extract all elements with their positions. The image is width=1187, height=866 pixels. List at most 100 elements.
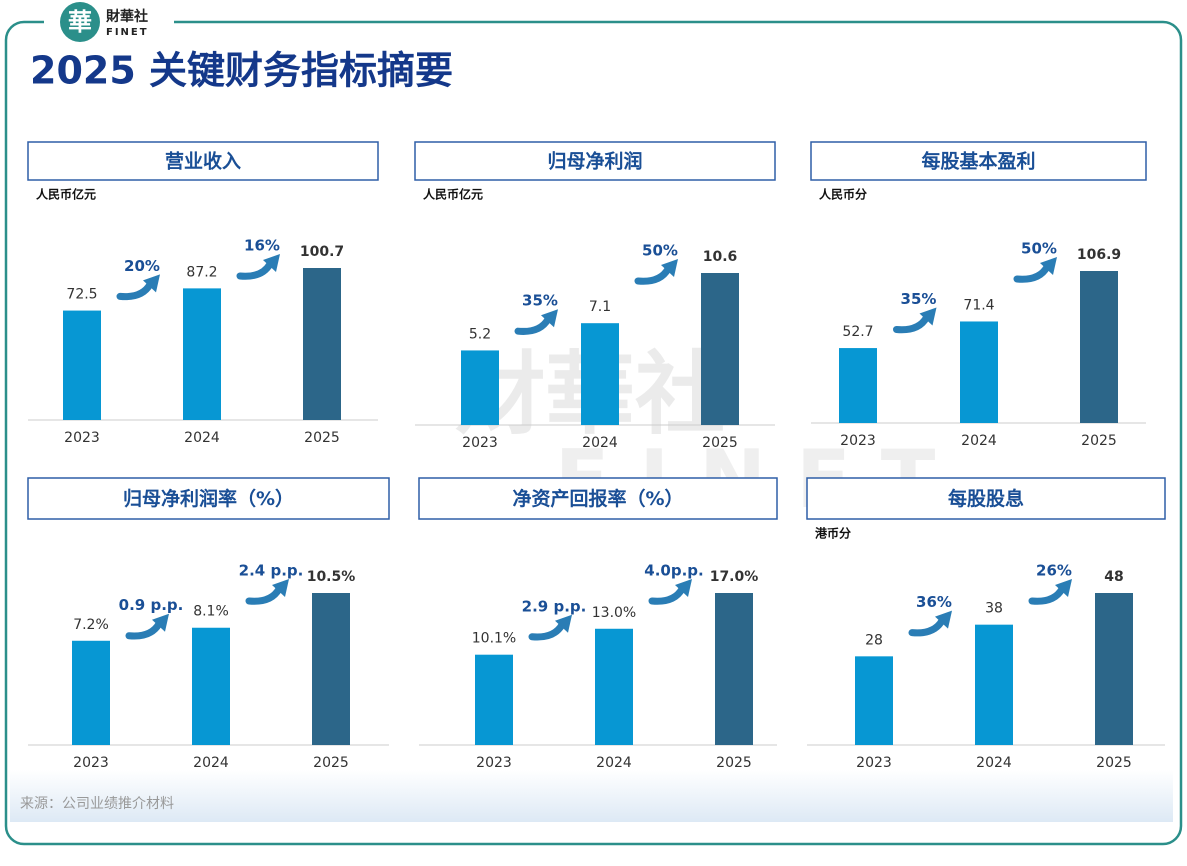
growth-arrow-head: [1055, 579, 1072, 597]
x-tick-label: 2023: [64, 430, 100, 446]
panel-title-box: [414, 141, 776, 181]
growth-arrow-head: [661, 259, 678, 277]
panel-title-box: [27, 141, 379, 181]
growth-label: 35%: [901, 290, 937, 308]
x-tick-label: 2024: [582, 435, 618, 451]
panel-title: 归母净利润: [547, 150, 642, 173]
bar: [475, 654, 513, 745]
x-tick-label: 2025: [716, 755, 752, 771]
bar: [72, 640, 110, 745]
panel-title: 每股基本盈利: [921, 150, 1035, 173]
unit: 人民币分: [819, 187, 867, 202]
value-label: 71.4: [963, 297, 994, 313]
panel-title-box: [810, 141, 1147, 181]
unit: 人民币亿元: [423, 187, 483, 202]
bar: [192, 627, 230, 745]
x-tick-label: 2024: [596, 755, 632, 771]
value-label: 38: [985, 601, 1003, 617]
value-label: 106.9: [1077, 247, 1121, 263]
value-label: 13.0%: [592, 605, 636, 621]
growth-arrow-head: [1040, 257, 1057, 275]
growth-arrow: [514, 315, 552, 335]
x-tick-label: 2025: [1081, 433, 1117, 449]
value-label: 7.2%: [73, 617, 109, 633]
growth-arrow-head: [555, 614, 572, 633]
growth-arrow: [528, 621, 566, 641]
bar: [1095, 593, 1133, 745]
growth-arrow-head: [272, 579, 289, 597]
growth-arrow-head: [143, 274, 160, 293]
growth-arrow-head: [675, 579, 692, 597]
bar: [303, 268, 341, 420]
panel-title-box: [806, 477, 1166, 520]
unit: 港币分: [815, 526, 851, 541]
value-label: 5.2: [469, 326, 491, 342]
bar: [63, 310, 101, 420]
x-tick-label: 2023: [476, 755, 512, 771]
x-tick-label: 2024: [193, 755, 229, 771]
value-label: 100.7: [300, 244, 344, 260]
bar: [595, 628, 633, 745]
value-label: 8.1%: [193, 604, 229, 620]
x-tick-label: 2025: [313, 755, 349, 771]
growth-arrow: [236, 260, 274, 280]
panel-title-box: [27, 477, 390, 520]
value-label: 72.5: [66, 287, 97, 303]
bar: [960, 321, 998, 423]
bar: [312, 593, 350, 745]
value-label: 87.2: [186, 264, 217, 280]
bar: [1080, 271, 1118, 423]
growth-label: 26%: [1036, 562, 1072, 580]
value-label: 10.6: [703, 249, 738, 265]
growth-arrow: [634, 265, 672, 285]
unit: 人民币亿元: [36, 187, 96, 202]
growth-label: 50%: [642, 242, 678, 260]
growth-arrow: [125, 620, 163, 640]
growth-label: 2.9 p.p.: [522, 597, 587, 615]
x-tick-label: 2024: [184, 430, 220, 446]
bar: [975, 624, 1013, 745]
x-tick-label: 2025: [304, 430, 340, 446]
bar: [461, 350, 499, 425]
panel-title: 归母净利润率（%）: [123, 487, 294, 510]
x-tick-label: 2024: [961, 433, 997, 449]
logo-mark: 華: [68, 8, 92, 36]
growth-arrow: [893, 313, 930, 334]
x-tick-label: 2025: [1096, 755, 1132, 771]
growth-label: 2.4 p.p.: [239, 562, 304, 580]
growth-arrow: [1028, 585, 1066, 605]
bar: [701, 273, 739, 425]
page-title: 2025 关键财务指标摘要: [30, 49, 453, 93]
growth-arrow-head: [935, 610, 952, 629]
source: 来源：公司业绩推介材料: [20, 796, 174, 812]
logo-circle: [60, 2, 100, 42]
logo-name: 財華社: [105, 8, 148, 25]
value-label: 10.5%: [307, 569, 356, 585]
growth-arrow-head: [152, 613, 169, 632]
x-tick-label: 2023: [73, 755, 109, 771]
panel-title: 营业收入: [165, 150, 241, 173]
x-tick-label: 2024: [976, 755, 1012, 771]
frame: [4, 20, 1183, 846]
bar: [715, 593, 753, 745]
value-label: 17.0%: [710, 569, 759, 585]
growth-label: 0.9 p.p.: [119, 596, 184, 614]
growth-arrow: [116, 280, 154, 301]
panel-title-box: [418, 477, 778, 520]
growth-label: 20%: [124, 257, 160, 275]
bar: [839, 348, 877, 423]
x-tick-label: 2023: [856, 755, 892, 771]
value-label: 52.7: [842, 324, 873, 340]
growth-arrow-head: [919, 307, 937, 326]
growth-label: 50%: [1021, 240, 1057, 258]
growth-label: 36%: [916, 593, 952, 611]
x-tick-label: 2023: [462, 435, 498, 451]
growth-arrow: [648, 585, 686, 605]
bar: [581, 323, 619, 425]
growth-arrow-head: [263, 254, 280, 272]
x-tick-label: 2023: [840, 433, 876, 449]
value-label: 10.1%: [472, 631, 516, 647]
x-tick-label: 2025: [702, 435, 738, 451]
